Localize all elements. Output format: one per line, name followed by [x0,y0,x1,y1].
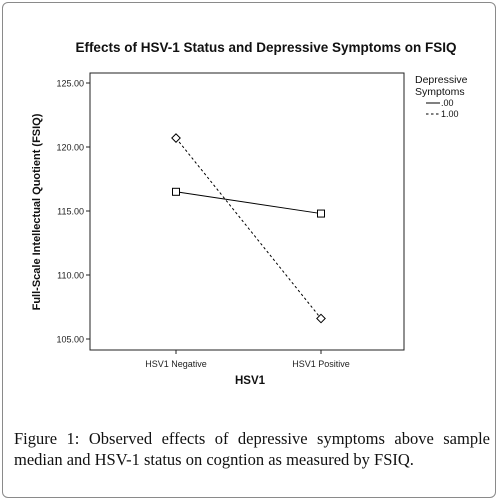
y-axis-label: Full-Scale Intellectual Quotient (FSIQ) [31,113,43,310]
y-tick-label: 125.00 [56,79,84,89]
plot-area [89,72,405,351]
data-point-square [317,209,325,218]
legend-label: .00 [441,98,454,108]
legend-title-line-2: Symptoms [415,86,465,98]
y-tick-label: 110.00 [57,271,84,281]
caption-text: Observed effects of depressive symptoms … [14,429,490,469]
y-tick-label: 115.00 [57,207,84,217]
series-line [175,191,322,215]
data-point-diamond [171,133,181,143]
legend-title-line-1: Depressive [415,74,468,86]
x-axis-label: HSV1 [235,375,266,387]
series-line [175,137,322,319]
caption-label: Figure 1: [14,429,80,448]
legend-label: 1.00 [441,109,459,119]
line-chart: Effects of HSV-1 Status and Depressive S… [31,40,468,387]
series-layer [171,133,326,324]
legend: Depressive Symptoms .001.00 [415,74,468,119]
x-tick-label: HSV1 Positive [292,359,350,369]
chart-title: Effects of HSV-1 Status and Depressive S… [75,40,456,55]
y-tick-label: 105.00 [56,335,84,345]
data-point-square [172,187,180,196]
figure-frame [2,2,496,498]
data-point-diamond [316,313,326,324]
x-tick-label: HSV1 Negative [145,359,207,369]
figure-caption: Figure 1: Observed effects of depressive… [14,428,490,470]
x-axis: HSV1 Negative HSV1 Positive [145,350,350,369]
y-tick-label: 120.00 [56,143,84,153]
y-axis: 105.00 110.00 115.00 120.00 125.00 [56,79,90,345]
plot-frame [89,72,405,351]
